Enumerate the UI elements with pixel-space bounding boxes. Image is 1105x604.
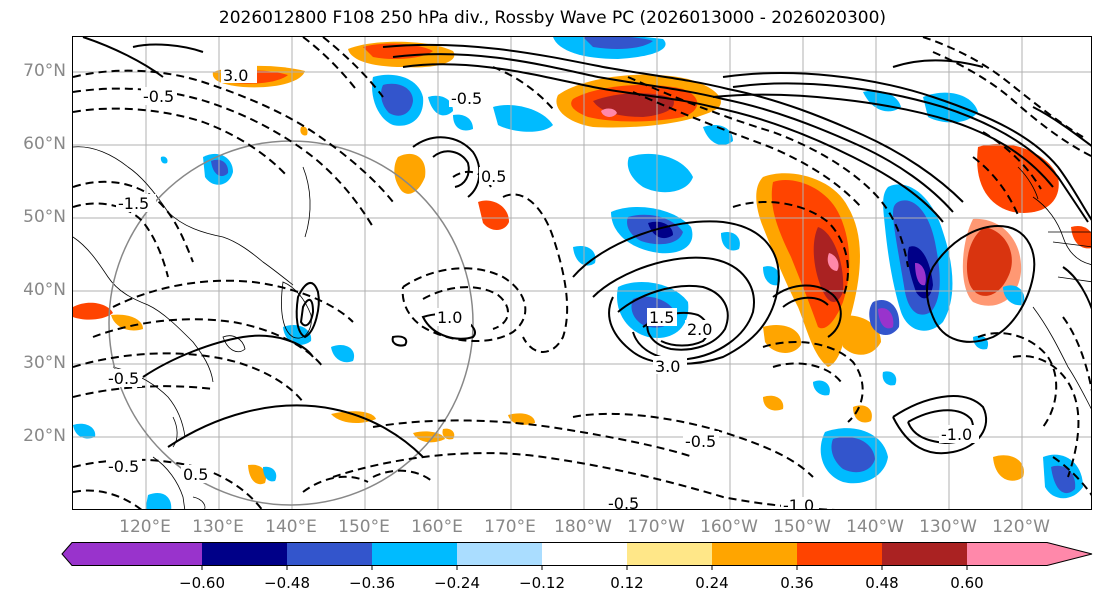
colorbar-segment bbox=[202, 542, 287, 566]
colorbar bbox=[61, 542, 1093, 570]
lon-label-130e: 130°E bbox=[192, 517, 244, 537]
lat-label-40n: 40°N bbox=[23, 280, 66, 300]
contour-label: -0.5 bbox=[685, 432, 716, 451]
lon-label-140e: 140°E bbox=[265, 517, 317, 537]
lon-label-120w: 120°W bbox=[992, 517, 1050, 537]
contour-label-bg bbox=[781, 497, 817, 509]
contour-label: 0.5 bbox=[183, 465, 208, 484]
colorbar-segment bbox=[117, 542, 202, 566]
contour-label: -0.5 bbox=[143, 87, 174, 106]
contour-label: 1.5 bbox=[649, 308, 674, 327]
contour-label-bg bbox=[221, 65, 257, 83]
colorbar-tick-label: −0.12 bbox=[519, 574, 565, 592]
contour-label-bg bbox=[106, 457, 142, 475]
colorbar-segment bbox=[542, 542, 627, 566]
colorbar-segment bbox=[797, 542, 882, 566]
lon-label-130w: 130°W bbox=[919, 517, 977, 537]
contour-label: 0.5 bbox=[481, 167, 506, 186]
contour-label-bg bbox=[683, 431, 719, 449]
colorbar-tick-label: 0.60 bbox=[950, 574, 984, 592]
colorbar-tick-label: −0.60 bbox=[179, 574, 225, 592]
contour-label-bg bbox=[939, 425, 979, 443]
colorbar-segment bbox=[287, 542, 372, 566]
colorbar-segment bbox=[712, 542, 797, 566]
lat-label-50n: 50°N bbox=[23, 207, 66, 227]
contour-label: -1.0 bbox=[941, 425, 972, 444]
contour-label-bg bbox=[647, 308, 677, 326]
map-panel: 3.0 -0.5 -1.5 1.0 0.5 -0.5 2.0 3.0 -0.5 … bbox=[72, 36, 1092, 510]
contour-label: -1.0 bbox=[783, 496, 814, 510]
map-title: 2026012800 F108 250 hPa div., Rossby Wav… bbox=[218, 8, 887, 28]
colorbar-segment bbox=[882, 542, 967, 566]
colorbar-segment bbox=[627, 542, 712, 566]
lat-label-60n: 60°N bbox=[23, 134, 66, 154]
contour-label: -0.5 bbox=[108, 457, 139, 476]
colorbar-outline bbox=[61, 542, 1093, 566]
contour-label: 1.0 bbox=[437, 308, 462, 327]
contour-label-bg bbox=[181, 465, 211, 483]
contour-label: 3.0 bbox=[223, 66, 248, 85]
contour-label-bg bbox=[685, 320, 715, 338]
contour-label-group: 3.0 -0.5 -1.5 1.0 0.5 -0.5 2.0 3.0 -0.5 … bbox=[106, 65, 979, 510]
contour-label: -0.5 bbox=[451, 89, 482, 108]
colorbar-segment bbox=[967, 542, 1047, 566]
contour-label: -0.5 bbox=[108, 369, 139, 388]
lon-label-160e: 160°E bbox=[411, 517, 463, 537]
contour-label-bg bbox=[479, 167, 509, 185]
contour-label-bg bbox=[449, 89, 485, 107]
colorbar-segment bbox=[372, 542, 457, 566]
lon-label-140w: 140°W bbox=[846, 517, 904, 537]
contour-label-bg bbox=[653, 356, 687, 374]
contour-label-bg bbox=[606, 495, 642, 509]
colorbar-tick-label: 0.12 bbox=[610, 574, 644, 592]
lon-label-150e: 150°E bbox=[338, 517, 390, 537]
contour-label-bg bbox=[106, 369, 142, 387]
lat-label-20n: 20°N bbox=[23, 426, 66, 446]
lon-label-170w: 170°W bbox=[627, 517, 685, 537]
colorbar-tick-label: 0.24 bbox=[695, 574, 729, 592]
colorbar-tick-label: 0.48 bbox=[865, 574, 899, 592]
positive-contours bbox=[82, 37, 1091, 458]
contour-label: -0.5 bbox=[608, 494, 639, 510]
reference-circle bbox=[108, 140, 474, 506]
contour-label: -1.5 bbox=[118, 194, 149, 213]
colorbar-tick-label: 0.36 bbox=[780, 574, 814, 592]
map-svg: 3.0 -0.5 -1.5 1.0 0.5 -0.5 2.0 3.0 -0.5 … bbox=[73, 37, 1091, 510]
colorbar-ticks bbox=[201, 566, 968, 570]
negative-contours bbox=[73, 37, 1091, 509]
lon-label-180w: 180°W bbox=[554, 517, 612, 537]
lat-label-30n: 30°N bbox=[23, 353, 66, 373]
colorbar-segment bbox=[1047, 542, 1092, 566]
lon-label-120e: 120°E bbox=[119, 517, 171, 537]
lon-label-170e: 170°E bbox=[484, 517, 536, 537]
colorbar-tick-label: −0.36 bbox=[349, 574, 395, 592]
colorbar-segment bbox=[457, 542, 542, 566]
lon-label-160w: 160°W bbox=[700, 517, 758, 537]
contour-label-bg bbox=[435, 308, 471, 326]
colorbar-tick-label: −0.48 bbox=[264, 574, 310, 592]
lat-label-70n: 70°N bbox=[23, 61, 66, 81]
contour-label: 2.0 bbox=[687, 320, 712, 339]
contour-label-bg bbox=[116, 194, 156, 212]
contour-label-bg bbox=[141, 87, 177, 105]
contour-label: 3.0 bbox=[655, 357, 680, 376]
colorbar-segment bbox=[62, 542, 117, 566]
lon-label-150w: 150°W bbox=[773, 517, 831, 537]
colorbar-tick-label: −0.24 bbox=[434, 574, 480, 592]
